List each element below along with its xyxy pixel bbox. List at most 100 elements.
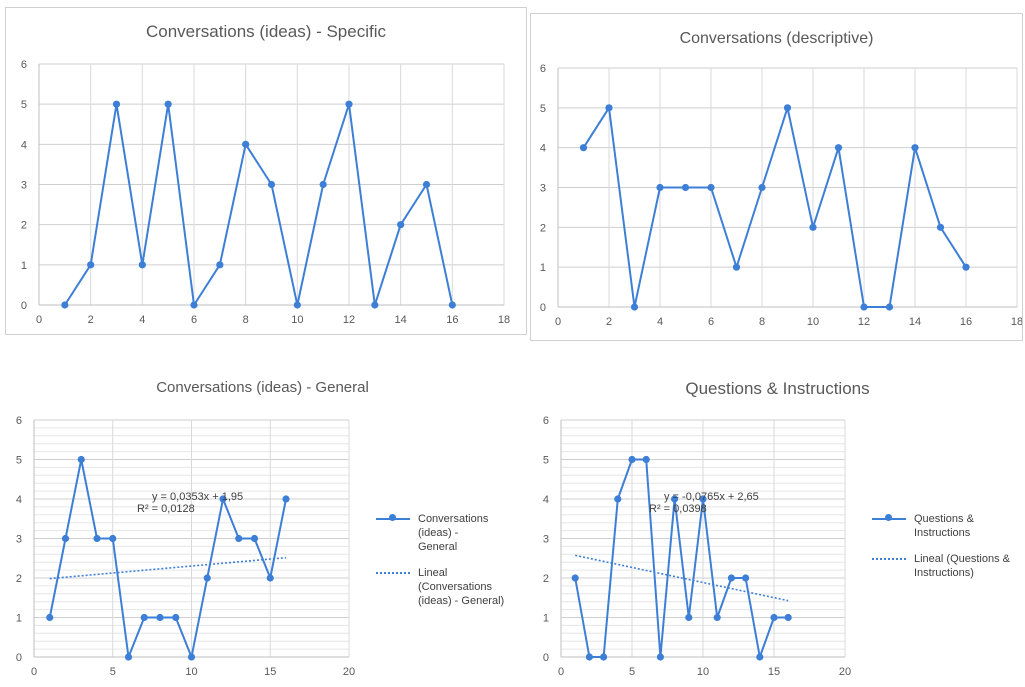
data-point (190, 301, 198, 309)
trendline-equation-label: R² = 0,0128 (137, 503, 195, 515)
x-tick-label: 0 (36, 314, 42, 326)
data-point (784, 613, 792, 622)
data-point (77, 455, 85, 464)
y-tick-label: 2 (543, 573, 549, 585)
data-point (614, 495, 622, 503)
data-point (187, 653, 196, 661)
y-tick-label: 0 (16, 652, 22, 664)
series-line (574, 458, 789, 658)
trendline (575, 554, 789, 602)
trendline-equation-label: y = 0,0353x + 1,95 (152, 491, 243, 503)
chart-title: Conversations (descriptive) (679, 30, 874, 47)
data-point (671, 495, 679, 503)
data-point (579, 144, 588, 152)
legend-dot-icon (885, 514, 892, 521)
x-tick-label: 10 (807, 316, 819, 328)
y-tick-label: 3 (540, 183, 546, 195)
y-tick-label: 6 (16, 415, 22, 427)
x-tick-label: 5 (110, 666, 116, 678)
data-point (809, 223, 817, 231)
y-tick-label: 5 (16, 455, 22, 467)
data-point (61, 534, 70, 543)
y-tick-label: 5 (21, 99, 27, 111)
data-point (164, 100, 172, 108)
legend-label: Questions & (914, 513, 974, 525)
data-point (681, 183, 690, 192)
data-point (319, 180, 327, 189)
data-point (962, 263, 970, 271)
x-tick-label: 12 (858, 316, 870, 328)
legend-item-trendline: Lineal (Questions & Instructions) (872, 552, 1024, 580)
x-tick-label: 0 (555, 316, 561, 328)
data-point (758, 183, 766, 192)
y-tick-label: 0 (21, 300, 27, 312)
data-point (140, 613, 148, 622)
legend-label: Lineal (Questions & (914, 553, 1010, 565)
data-point (293, 301, 301, 309)
data-point (46, 613, 54, 622)
y-tick-label: 0 (540, 302, 546, 314)
x-tick-label: 2 (606, 316, 612, 328)
data-point (109, 534, 117, 543)
y-tick-label: 4 (540, 143, 546, 155)
data-point (345, 100, 353, 108)
data-point (699, 495, 707, 503)
data-point (885, 303, 894, 311)
trendline (49, 556, 287, 580)
data-point (93, 534, 101, 543)
data-point (571, 574, 579, 582)
data-point (219, 495, 227, 503)
chart-title: Conversations (ideas) - General (156, 379, 369, 396)
y-tick-label: 1 (21, 260, 27, 272)
legend-label: General (418, 541, 458, 553)
data-point (605, 104, 613, 112)
legend-item-series: Questions & Instructions (872, 512, 1024, 540)
legend-dot-icon (389, 514, 396, 521)
y-tick-label: 4 (16, 494, 22, 506)
legend-label: Instructions) (914, 567, 974, 579)
legend-dotted-line-icon (872, 558, 906, 560)
data-point (282, 495, 290, 503)
series-line (582, 106, 967, 308)
x-tick-label: 20 (839, 666, 851, 678)
x-tick-label: 15 (264, 666, 276, 678)
data-point (87, 261, 95, 269)
chart-title: Conversations (ideas) - Specific (146, 22, 386, 41)
data-point (713, 613, 721, 622)
y-tick-label: 5 (543, 455, 549, 467)
series-line (48, 458, 287, 658)
x-tick-label: 5 (629, 666, 635, 678)
x-tick-label: 10 (185, 666, 197, 678)
legend-label: Lineal (Conversations (418, 567, 492, 593)
x-tick-label: 15 (768, 666, 780, 678)
data-point (860, 303, 868, 311)
y-tick-label: 3 (543, 534, 549, 546)
x-tick-label: 6 (708, 316, 714, 328)
y-tick-label: 0 (543, 652, 549, 664)
x-tick-label: 10 (291, 314, 303, 326)
y-tick-label: 5 (540, 103, 546, 115)
x-tick-label: 0 (558, 666, 564, 678)
data-point (235, 534, 243, 543)
x-tick-label: 4 (657, 316, 663, 328)
y-tick-label: 6 (543, 415, 549, 427)
data-point (783, 104, 792, 112)
x-tick-label: 18 (498, 314, 510, 326)
x-tick-label: 18 (1011, 316, 1022, 328)
y-tick-label: 4 (21, 139, 27, 151)
data-point (630, 303, 639, 311)
data-point (203, 574, 211, 582)
trendline-equation-label: R² = 0,0398 (649, 503, 707, 515)
x-tick-label: 2 (88, 314, 94, 326)
y-tick-label: 4 (543, 494, 549, 506)
x-tick-label: 12 (343, 314, 355, 326)
x-tick-label: 8 (243, 314, 249, 326)
data-point (156, 613, 164, 622)
legend-label: (ideas) - General) (418, 595, 505, 607)
legend-label: Conversations (ideas) - (418, 513, 489, 539)
data-point (397, 221, 405, 229)
data-point (422, 180, 431, 189)
series-line (63, 103, 454, 306)
